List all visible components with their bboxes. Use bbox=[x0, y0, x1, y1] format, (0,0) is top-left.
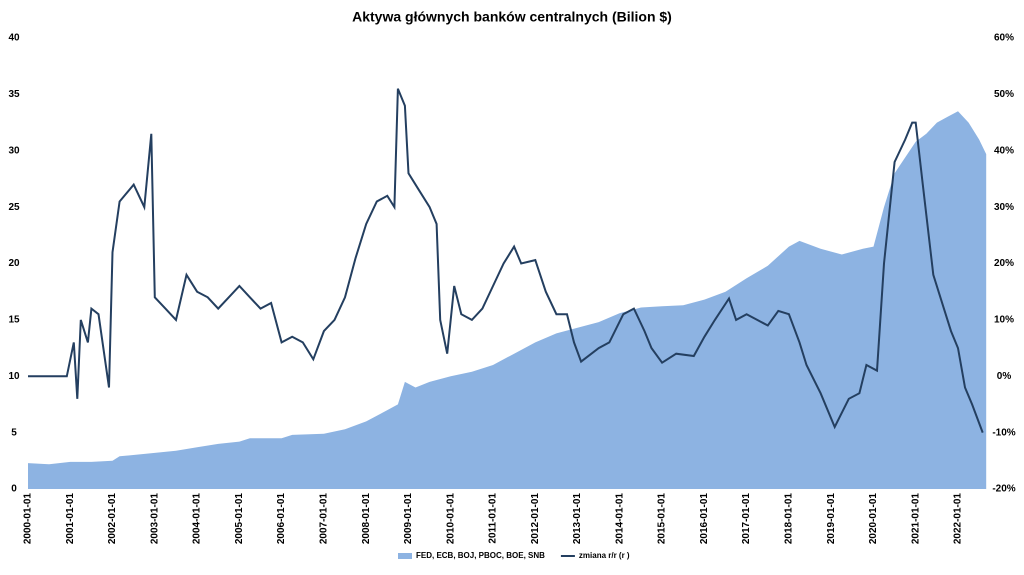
y-tick-label: 15 bbox=[8, 315, 20, 326]
y2-tick-label: -10% bbox=[992, 427, 1015, 438]
y-tick-label: 35 bbox=[8, 89, 20, 100]
x-tick-label: 2011-01-01 bbox=[488, 493, 499, 544]
y-tick-label: 20 bbox=[8, 258, 20, 269]
legend-label: FED, ECB, BOJ, PBOC, BOE, SNB bbox=[416, 551, 545, 560]
x-tick-label: 2007-01-01 bbox=[319, 493, 330, 545]
x-tick-label: 2021-01-01 bbox=[910, 493, 921, 545]
y2-tick-label: 10% bbox=[994, 315, 1014, 326]
x-tick-label: 2004-01-01 bbox=[192, 493, 203, 545]
y2-tick-label: 0% bbox=[997, 371, 1012, 382]
y-tick-label: 5 bbox=[11, 427, 17, 438]
x-tick-label: 2012-01-01 bbox=[530, 493, 541, 545]
x-tick-label: 2019-01-01 bbox=[826, 493, 837, 545]
y2-tick-label: 30% bbox=[994, 202, 1014, 213]
x-tick-label: 2022-01-01 bbox=[953, 493, 964, 545]
x-tick-label: 2006-01-01 bbox=[276, 493, 287, 545]
chart-title: Aktywa głównych banków centralnych (Bili… bbox=[352, 9, 672, 25]
x-tick-label: 2008-01-01 bbox=[361, 493, 372, 545]
y-tick-label: 0 bbox=[11, 484, 17, 495]
x-tick-label: 2017-01-01 bbox=[741, 493, 752, 545]
x-tick-label: 2016-01-01 bbox=[699, 493, 710, 545]
line bbox=[28, 88, 984, 433]
y-tick-label: 25 bbox=[8, 202, 20, 213]
x-tick-label: 2013-01-01 bbox=[572, 493, 583, 545]
x-tick-label: 2014-01-01 bbox=[614, 493, 625, 545]
y2-tick-label: 20% bbox=[994, 258, 1014, 269]
x-tick-label: 2018-01-01 bbox=[784, 493, 795, 545]
y2-tick-label: 60% bbox=[994, 33, 1014, 44]
x-tick-label: 2003-01-01 bbox=[149, 493, 160, 545]
x-tick-label: 2000-01-01 bbox=[23, 493, 34, 545]
x-tick-label: 2002-01-01 bbox=[107, 493, 118, 545]
legend-label: zmiana r/r (r ) bbox=[579, 551, 630, 560]
x-tick-label: 2010-01-01 bbox=[445, 493, 456, 545]
y2-tick-label: 50% bbox=[994, 89, 1014, 100]
y-tick-label: 40 bbox=[8, 33, 20, 44]
y2-tick-label: 40% bbox=[994, 145, 1014, 156]
x-tick-label: 2009-01-01 bbox=[403, 493, 414, 545]
y-tick-label: 30 bbox=[8, 145, 20, 156]
legend-swatch bbox=[398, 553, 412, 559]
area bbox=[28, 111, 987, 490]
y-tick-label: 10 bbox=[8, 371, 20, 382]
y2-tick-label: -20% bbox=[992, 484, 1015, 495]
x-tick-label: 2001-01-01 bbox=[65, 493, 76, 545]
x-tick-label: 2015-01-01 bbox=[657, 493, 668, 545]
x-tick-label: 2005-01-01 bbox=[234, 493, 245, 545]
x-tick-label: 2020-01-01 bbox=[868, 493, 879, 545]
